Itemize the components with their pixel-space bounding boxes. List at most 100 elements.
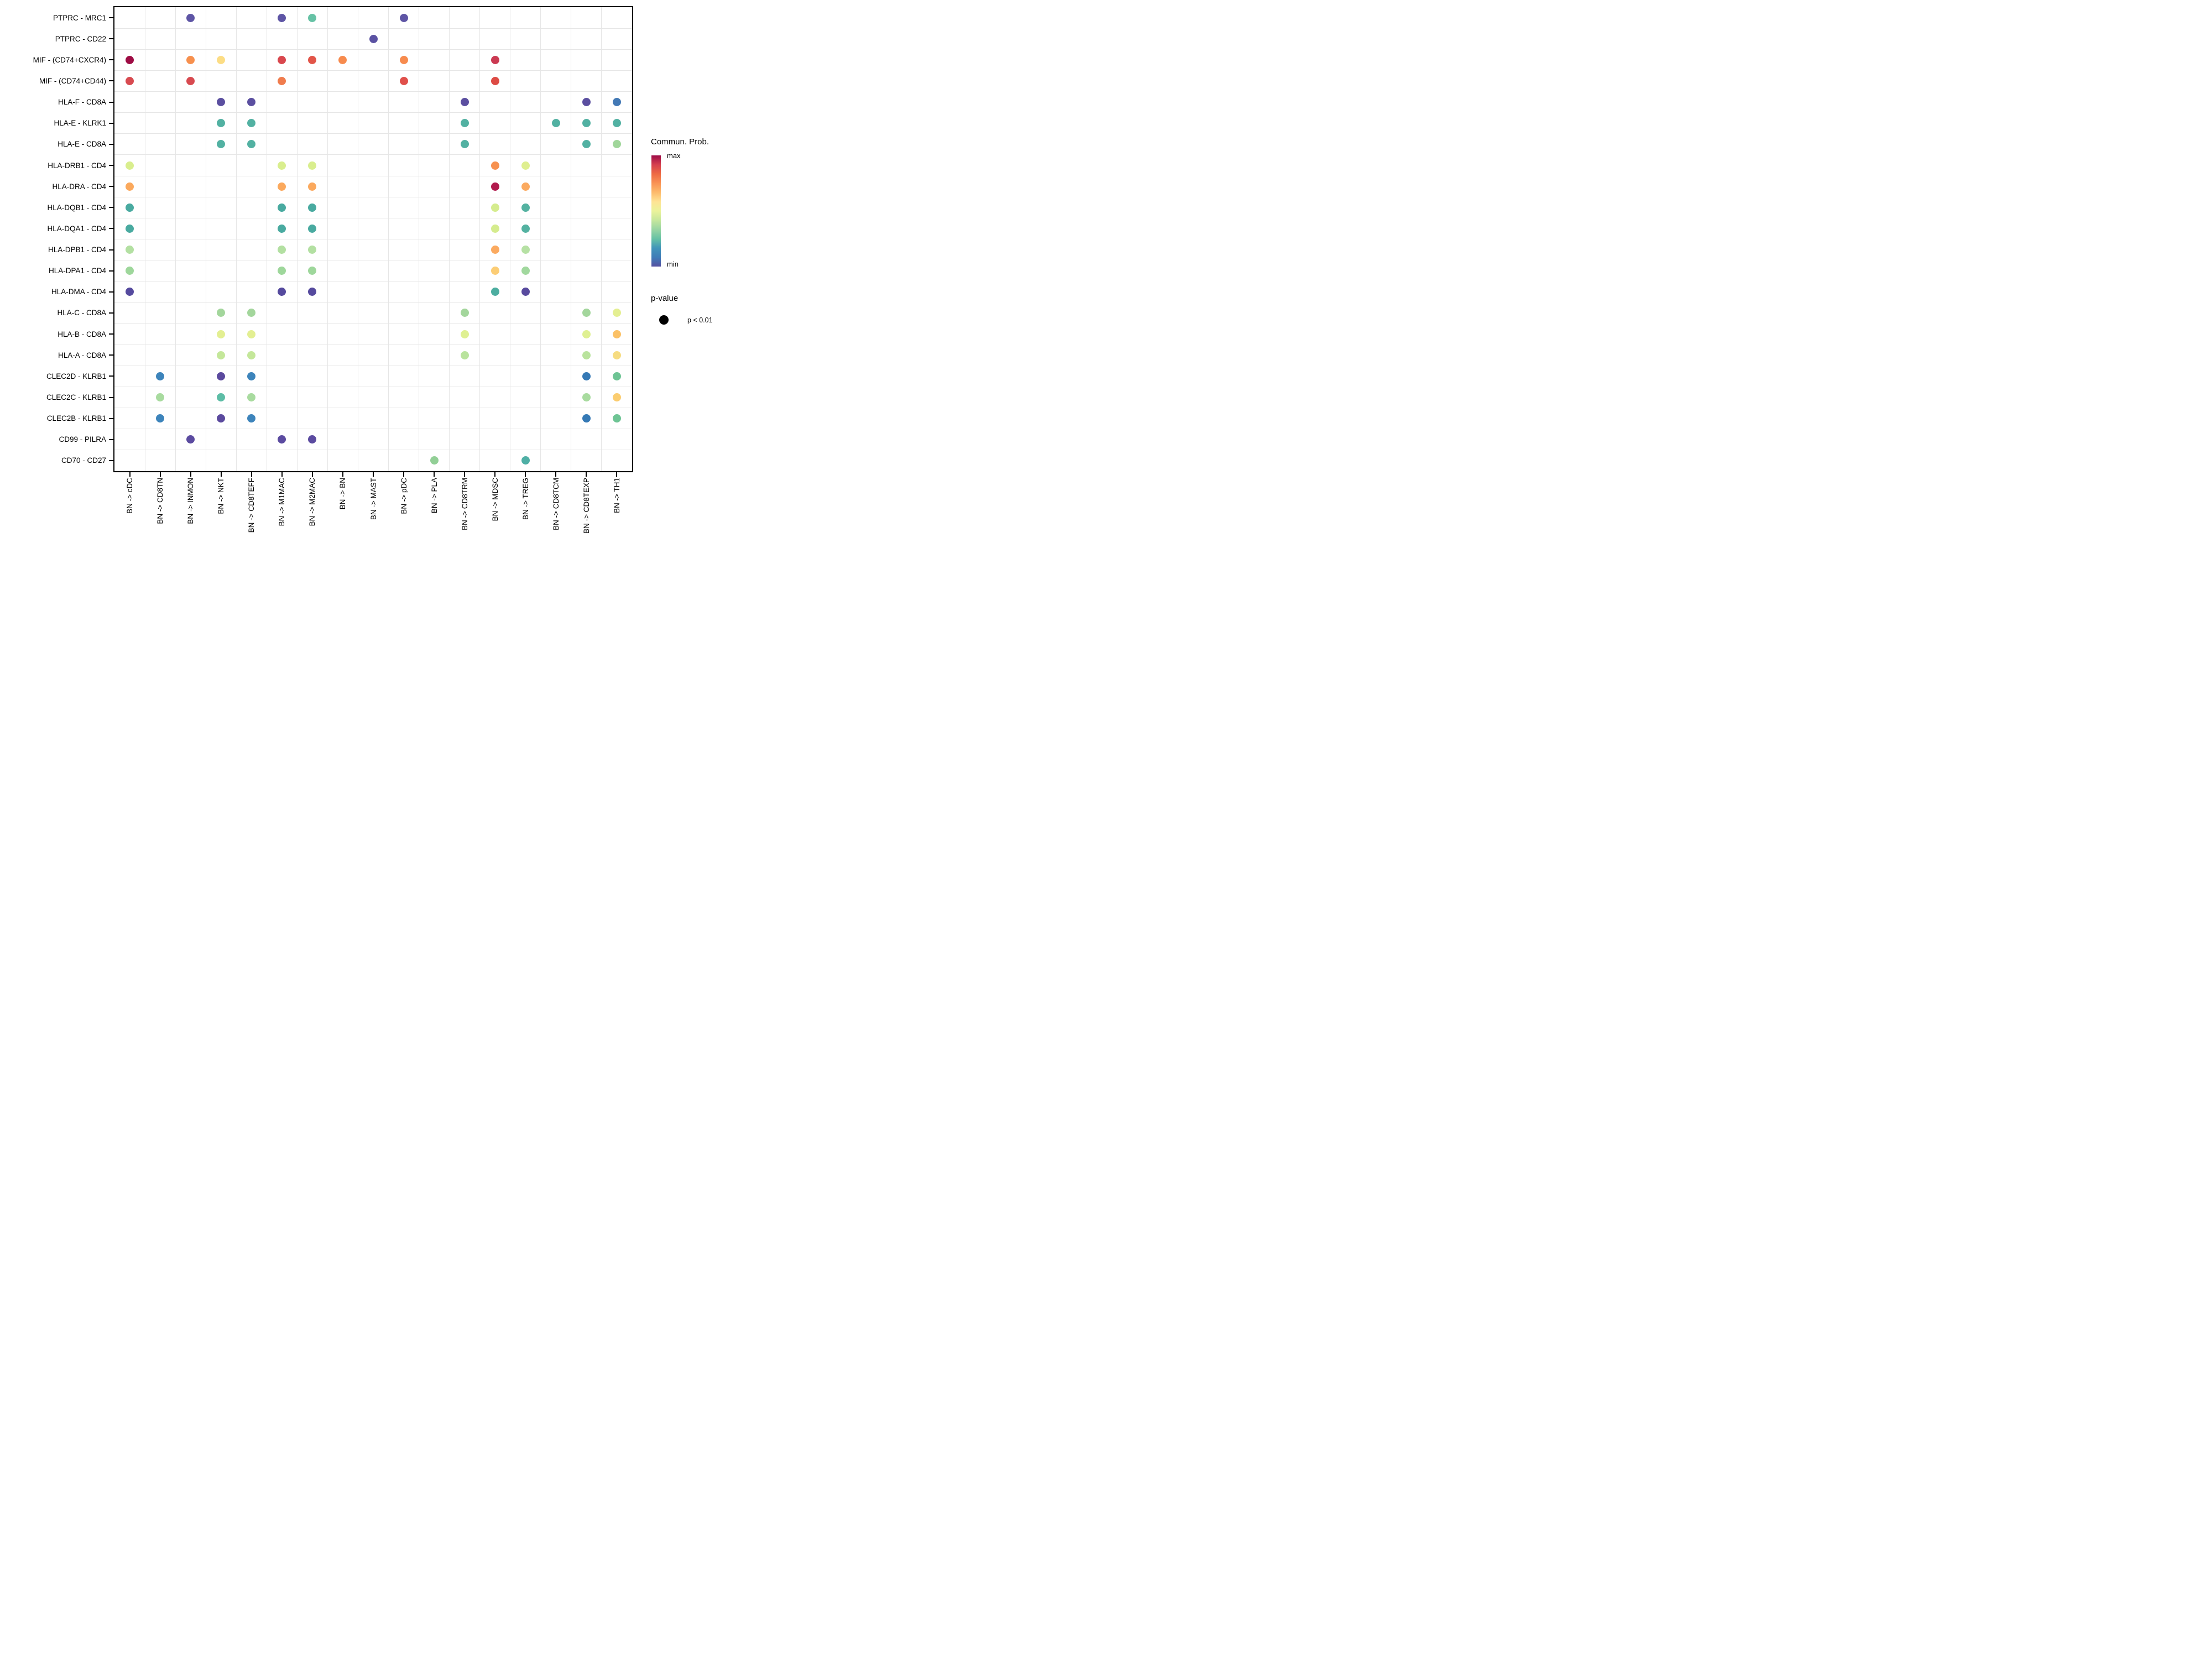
- x-axis-label: BN -> PLA: [430, 478, 439, 514]
- y-tick-mark: [109, 101, 113, 103]
- x-tick-mark: [159, 472, 161, 477]
- data-point: [308, 288, 317, 296]
- y-axis-label: HLA-A - CD8A: [58, 351, 106, 359]
- data-point: [247, 330, 256, 338]
- x-tick-mark: [525, 472, 526, 477]
- data-point: [126, 161, 134, 170]
- data-point: [521, 203, 530, 212]
- data-point: [278, 55, 286, 64]
- x-axis-label: BN -> M1MAC: [278, 478, 286, 526]
- data-point: [278, 224, 286, 233]
- data-point: [491, 288, 499, 296]
- x-tick-mark: [373, 472, 374, 477]
- y-axis-label: HLA-DQB1 - CD4: [47, 203, 106, 212]
- y-tick-mark: [109, 291, 113, 293]
- y-tick-mark: [109, 418, 113, 419]
- data-point: [460, 330, 469, 338]
- y-tick-mark: [109, 228, 113, 229]
- data-point: [612, 414, 621, 423]
- data-point: [612, 372, 621, 380]
- data-point: [460, 309, 469, 317]
- y-axis-label: CLEC2B - KLRB1: [46, 414, 106, 423]
- x-tick-mark: [220, 472, 222, 477]
- grid-line-horizontal: [114, 154, 632, 155]
- x-axis-label: BN -> INMON: [186, 478, 195, 524]
- data-point: [217, 372, 226, 380]
- y-axis-label: HLA-DPB1 - CD4: [48, 246, 106, 254]
- data-point: [247, 119, 256, 128]
- data-point: [126, 224, 134, 233]
- x-axis-label: BN -> M2MAC: [308, 478, 317, 526]
- data-point: [521, 161, 530, 170]
- data-point: [308, 203, 317, 212]
- y-tick-mark: [109, 439, 113, 440]
- data-point: [308, 267, 317, 275]
- data-point: [430, 456, 439, 465]
- data-point: [247, 372, 256, 380]
- y-axis-label: MIF - (CD74+CD44): [39, 76, 106, 85]
- y-tick-mark: [109, 122, 113, 124]
- data-point: [186, 76, 195, 85]
- data-point: [582, 372, 591, 380]
- x-tick-mark: [555, 472, 557, 477]
- data-point: [612, 330, 621, 338]
- pvalue-label: p < 0.01: [687, 316, 713, 324]
- data-point: [156, 393, 165, 402]
- data-point: [491, 161, 499, 170]
- data-point: [460, 351, 469, 359]
- y-tick-mark: [109, 59, 113, 61]
- y-axis-label: HLA-B - CD8A: [58, 330, 106, 338]
- pvalue-dot-icon: [659, 315, 669, 325]
- y-tick-mark: [109, 143, 113, 145]
- data-point: [278, 267, 286, 275]
- y-tick-mark: [109, 38, 113, 40]
- y-tick-mark: [109, 354, 113, 356]
- x-tick-mark: [464, 472, 466, 477]
- y-axis-label: HLA-DQA1 - CD4: [47, 224, 106, 233]
- data-point: [612, 119, 621, 128]
- data-point: [217, 351, 226, 359]
- data-point: [186, 13, 195, 22]
- data-point: [308, 224, 317, 233]
- data-point: [369, 34, 378, 43]
- x-tick-mark: [342, 472, 343, 477]
- y-tick-mark: [109, 249, 113, 251]
- x-axis-label: BN -> CD8TEFF: [247, 478, 256, 533]
- x-axis-label: BN -> NKT: [217, 478, 226, 514]
- data-point: [247, 98, 256, 107]
- data-point: [217, 119, 226, 128]
- x-axis-label: BN -> MDSC: [491, 478, 499, 521]
- y-tick-mark: [109, 207, 113, 208]
- x-tick-mark: [434, 472, 435, 477]
- data-point: [612, 98, 621, 107]
- data-point: [521, 456, 530, 465]
- data-point: [582, 330, 591, 338]
- data-point: [582, 140, 591, 149]
- data-point: [491, 182, 499, 191]
- data-point: [217, 55, 226, 64]
- x-axis-label: BN -> BN: [338, 478, 347, 510]
- y-tick-mark: [109, 397, 113, 398]
- colorbar-gradient: [651, 155, 661, 267]
- data-point: [278, 288, 286, 296]
- data-point: [278, 13, 286, 22]
- data-point: [186, 435, 195, 444]
- y-axis-label: HLA-DPA1 - CD4: [48, 267, 106, 275]
- x-axis-label: BN -> pDC: [399, 478, 408, 514]
- y-tick-mark: [109, 460, 113, 461]
- x-axis-label: BN -> CD8TCM: [551, 478, 560, 530]
- grid-line-horizontal: [114, 112, 632, 113]
- data-point: [612, 140, 621, 149]
- data-point: [521, 246, 530, 254]
- colorbar-title: Commun. Prob.: [651, 137, 709, 147]
- data-point: [491, 203, 499, 212]
- data-point: [491, 55, 499, 64]
- data-point: [460, 119, 469, 128]
- x-tick-mark: [281, 472, 283, 477]
- data-point: [126, 182, 134, 191]
- y-axis-label: MIF - (CD74+CXCR4): [33, 55, 106, 64]
- data-point: [156, 414, 165, 423]
- y-axis-label: PTPRC - MRC1: [53, 13, 106, 22]
- data-point: [582, 393, 591, 402]
- y-axis-label: CD70 - CD27: [61, 456, 106, 465]
